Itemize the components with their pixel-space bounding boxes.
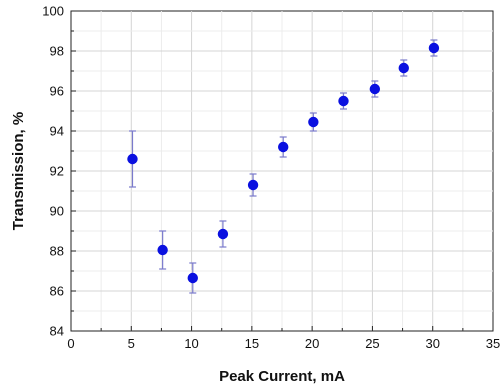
axis-ticks: 0 5 10 15 20 25 30 35 84 86 88 90 92 94 96 98 100 <box>42 4 500 352</box>
y-tick-label: 88 <box>50 244 64 259</box>
y-axis-title: Transmission, % <box>10 112 27 230</box>
data-point <box>308 116 319 128</box>
y-tick-label: 84 <box>50 324 64 339</box>
data-point <box>278 141 289 153</box>
y-tick-label: 100 <box>42 4 64 19</box>
data-point <box>369 83 381 95</box>
x-tick-label: 25 <box>365 336 379 351</box>
data-point <box>247 179 259 191</box>
data-point <box>338 95 349 107</box>
y-tick-label: 94 <box>50 124 64 139</box>
x-tick-label: 30 <box>425 336 439 351</box>
data-point <box>187 272 198 284</box>
x-tick-label: 15 <box>245 336 259 351</box>
y-tick-label: 96 <box>50 84 64 99</box>
data-point <box>428 42 440 54</box>
x-tick-label: 10 <box>184 336 198 351</box>
data-points <box>127 42 440 284</box>
data-point <box>127 153 138 165</box>
y-tick-label: 86 <box>50 284 64 299</box>
x-axis-title: Peak Current, mA <box>219 368 345 385</box>
x-tick-label: 5 <box>128 336 135 351</box>
y-tick-label: 92 <box>50 164 64 179</box>
data-point <box>157 244 168 256</box>
x-tick-label: 20 <box>305 336 319 351</box>
data-point <box>217 228 229 240</box>
y-tick-label: 98 <box>50 44 64 59</box>
x-tick-label: 35 <box>486 336 500 351</box>
grid-lines <box>71 11 493 331</box>
y-tick-label: 90 <box>50 204 64 219</box>
data-point <box>398 62 409 74</box>
x-tick-label: 0 <box>67 336 74 351</box>
